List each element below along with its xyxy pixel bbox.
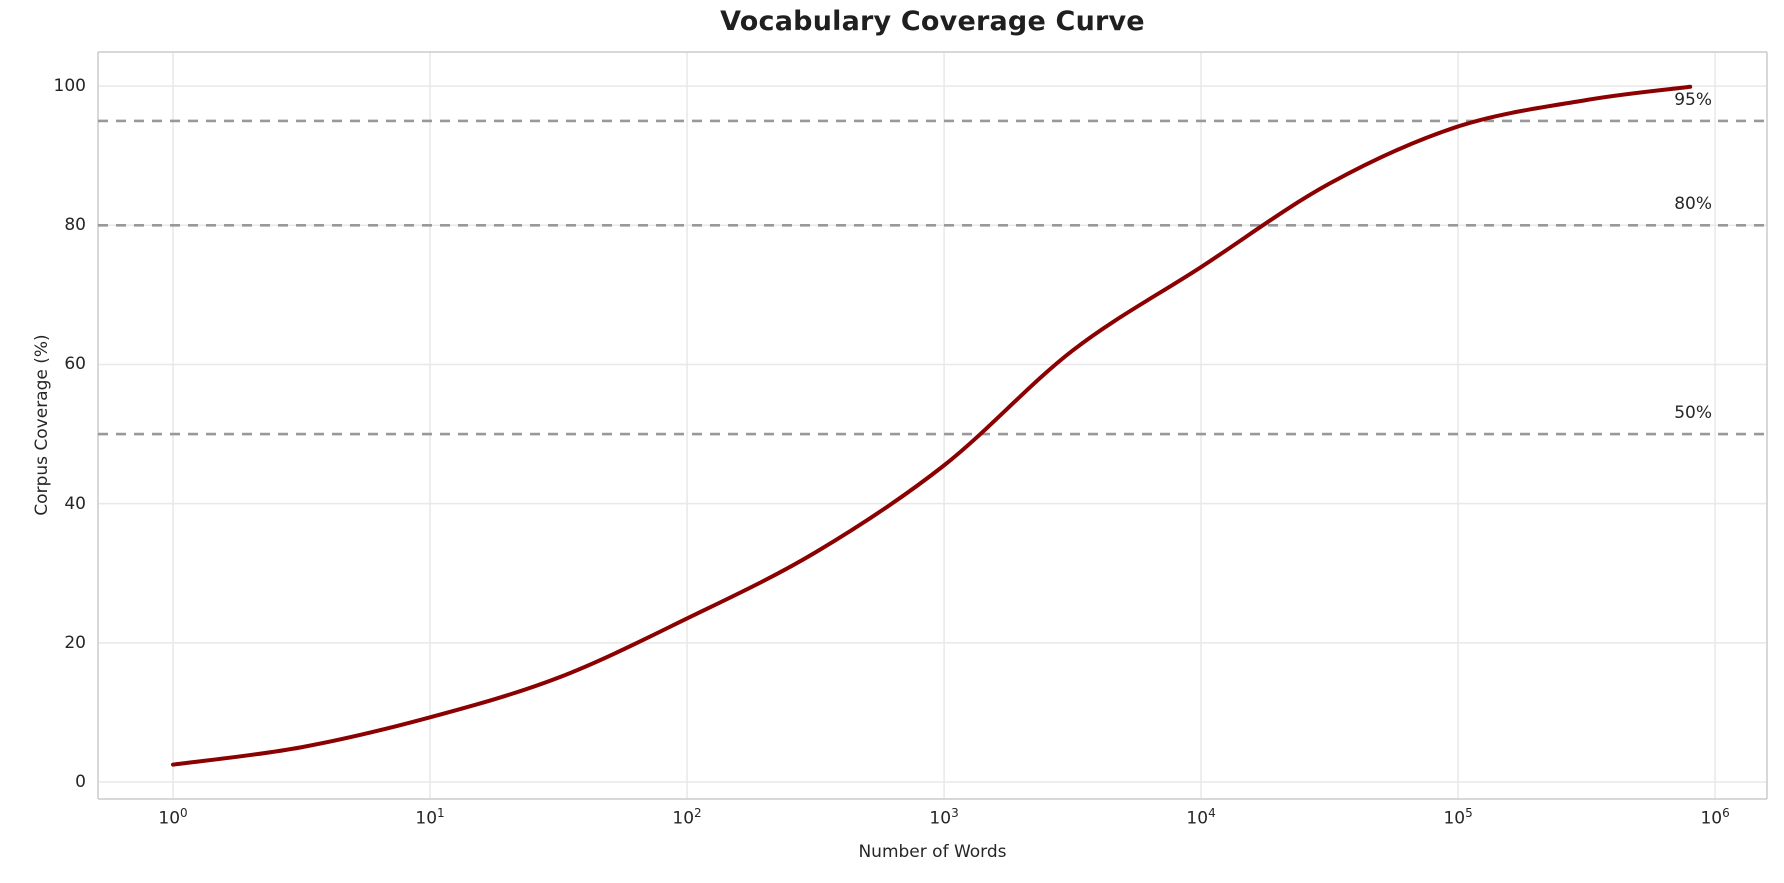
y-tick-label: 100: [53, 76, 86, 97]
reference-line-label: 95%: [1674, 89, 1712, 110]
coverage-curve: [171, 84, 1693, 767]
y-tick-label: 80: [64, 215, 86, 236]
y-axis-label: Corpus Coverage (%): [32, 334, 52, 516]
y-tick-label: 60: [64, 354, 86, 375]
x-tick-label: 103: [929, 806, 959, 829]
reference-line-label: 80%: [1674, 194, 1712, 215]
x-tick-label: 102: [672, 806, 702, 829]
y-tick-label: 0: [75, 772, 86, 793]
x-tick-label: 106: [1700, 806, 1730, 829]
x-tick-label: 104: [1186, 806, 1216, 829]
y-tick-label: 20: [64, 632, 86, 653]
x-tick-label: 101: [415, 806, 445, 829]
x-tick-label: 100: [158, 806, 188, 829]
x-axis-label: Number of Words: [858, 842, 1007, 862]
chart-title: Vocabulary Coverage Curve: [720, 6, 1145, 37]
reference-line-label: 50%: [1674, 403, 1712, 424]
y-tick-label: 40: [64, 493, 86, 514]
x-tick-label: 105: [1443, 806, 1473, 829]
